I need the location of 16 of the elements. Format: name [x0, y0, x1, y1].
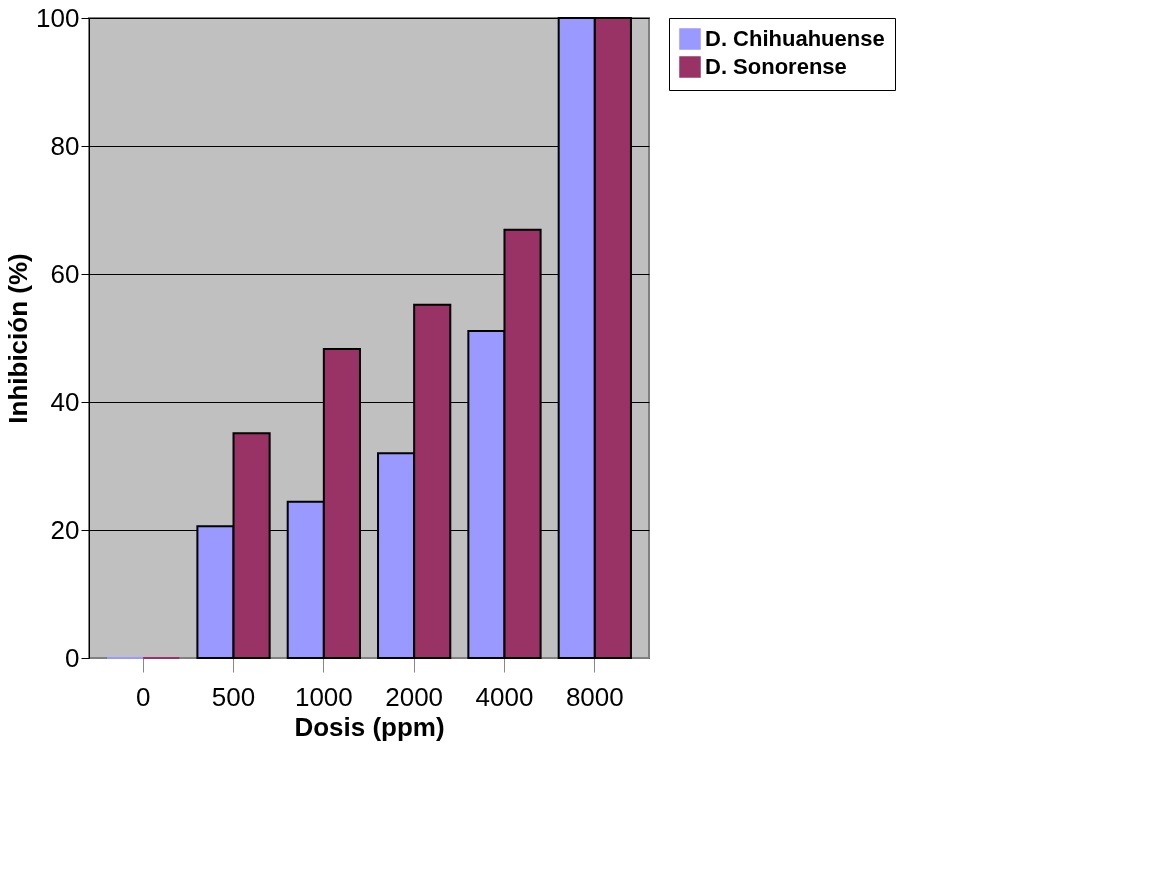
y-axis-title: Inhibición (%): [3, 253, 34, 424]
x-tick-label: 1000: [294, 681, 353, 712]
x-tick-label: 8000: [565, 681, 624, 712]
y-tick-label: 20: [50, 514, 80, 545]
y-tick-label: 0: [65, 642, 80, 673]
x-tick-label: 500: [211, 681, 256, 712]
x-tick-label: 2000: [385, 681, 444, 712]
y-tick-label: 100: [36, 2, 80, 33]
legend-label: D. Sonorense: [705, 54, 847, 79]
y-tick-label: 40: [50, 386, 80, 417]
y-tick-label: 60: [50, 258, 80, 289]
y-tick-label: 80: [50, 130, 80, 161]
x-axis-title: Dosis (ppm): [294, 711, 445, 742]
x-tick-label: 0: [135, 681, 151, 712]
x-tick-label: 4000: [475, 681, 534, 712]
legend-label: D. Chihuahuense: [705, 26, 885, 51]
